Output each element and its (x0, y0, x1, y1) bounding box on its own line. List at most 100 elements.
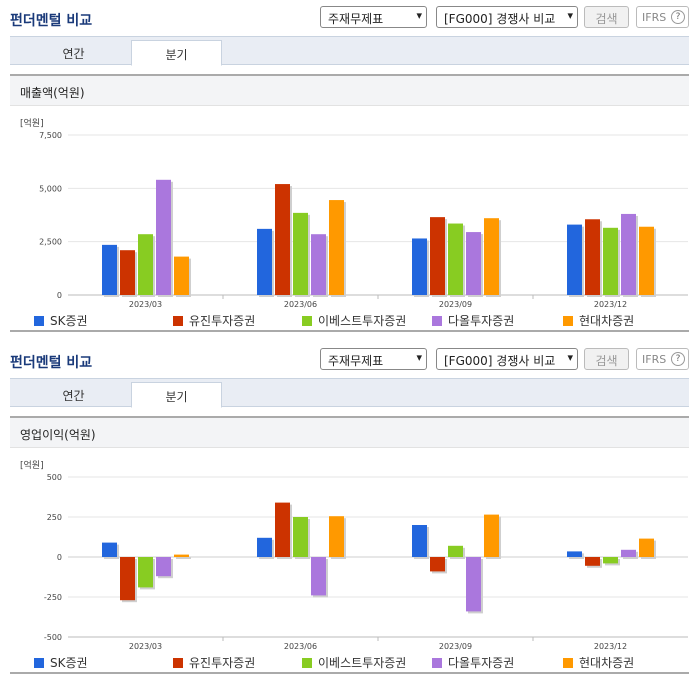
ifrs-help-button[interactable]: IFRS ? (636, 348, 689, 370)
legend-item[interactable]: 현대차증권 (563, 654, 634, 671)
bar (585, 219, 600, 295)
statement-select-value: 주재무제표 (328, 12, 384, 26)
panel-title: 펀더멘털 비교 (10, 355, 93, 371)
chart-title: 매출액(억원) (10, 76, 689, 106)
fundamental-panel-operating-profit: 펀더멘털 비교 주재무제표 ▾ [FG000] 경쟁사 비교 ▾ 검색 IFRS… (0, 342, 696, 684)
y-unit-label: [억원] (20, 119, 44, 129)
bar (639, 226, 654, 295)
bar (567, 551, 582, 557)
legend-item[interactable]: 유진투자증권 (173, 654, 255, 671)
x-tick-label: 2023/06 (284, 642, 317, 651)
x-tick-label: 2023/09 (439, 300, 472, 309)
bar (621, 549, 636, 557)
legend-label: 현대차증권 (579, 656, 635, 670)
period-tabs: 연간 분기 (10, 378, 689, 408)
panel-header: 펀더멘털 비교 주재무제표 ▾ [FG000] 경쟁사 비교 ▾ 검색 IFRS… (0, 0, 696, 34)
legend-item[interactable]: 이베스트투자증권 (302, 312, 406, 329)
bar (412, 238, 427, 295)
bar (102, 542, 117, 557)
x-tick-label: 2023/12 (594, 300, 627, 309)
chevron-down-icon: ▾ (567, 351, 573, 364)
legend-label: 유진투자증권 (189, 656, 256, 670)
bar (275, 184, 290, 295)
legend-swatch (432, 658, 442, 668)
compare-select-value: [FG000] 경쟁사 비교 (444, 12, 556, 26)
legend-item[interactable]: 다올투자증권 (432, 312, 514, 329)
bar (257, 537, 272, 557)
legend-label: SK증권 (50, 656, 88, 670)
legend-item[interactable]: 이베스트투자증권 (302, 654, 406, 671)
search-button[interactable]: 검색 (584, 348, 629, 370)
tab-quarterly[interactable]: 분기 (131, 40, 222, 66)
legend-swatch (34, 316, 44, 326)
legend-item[interactable]: SK증권 (34, 312, 88, 329)
bar (603, 227, 618, 295)
legend-swatch (173, 658, 183, 668)
bar (430, 557, 445, 572)
y-unit-label: [억원] (20, 461, 44, 471)
tab-quarterly[interactable]: 분기 (131, 382, 222, 408)
ifrs-label: IFRS (642, 353, 667, 366)
y-tick-label: 500 (47, 473, 62, 482)
bar (120, 557, 135, 601)
operating-profit-bar-chart: -500 -250 0 250 500 2023/03 2023/06 2023/09 2023… (44, 473, 688, 651)
legend-swatch (432, 316, 442, 326)
bar (138, 557, 153, 588)
legend-item[interactable]: 유진투자증권 (173, 312, 255, 329)
bar (120, 250, 135, 295)
bar (329, 516, 344, 557)
x-tick-label: 2023/03 (129, 642, 162, 651)
bar (412, 525, 427, 557)
compare-select-value: [FG000] 경쟁사 비교 (444, 354, 556, 368)
bar (275, 502, 290, 557)
period-tabs: 연간 분기 (10, 36, 689, 66)
chart-title: 영업이익(억원) (10, 418, 689, 448)
statement-select[interactable]: 주재무제표 ▾ (320, 6, 427, 28)
legend-swatch (302, 658, 312, 668)
x-tick-label: 2023/09 (439, 642, 472, 651)
bar (466, 557, 481, 612)
y-tick-label: 0 (57, 553, 62, 562)
help-icon: ? (671, 352, 685, 366)
ifrs-help-button[interactable]: IFRS ? (636, 6, 689, 28)
bar (311, 557, 326, 596)
chart-card: 영업이익(억원) [억원] -500 -250 0 250 500 2023/03 2023… (10, 416, 689, 674)
legend-label: 이베스트투자증권 (318, 656, 407, 670)
bar (466, 232, 481, 295)
legend-item[interactable]: 현대차증권 (563, 312, 634, 329)
bar (484, 218, 499, 295)
legend-swatch (34, 658, 44, 668)
bar (311, 234, 326, 295)
help-icon: ? (671, 10, 685, 24)
bar (621, 213, 636, 295)
legend-item[interactable]: 다올투자증권 (432, 654, 514, 671)
bar (329, 200, 344, 295)
tab-annual[interactable]: 연간 (62, 389, 85, 403)
legend-swatch (563, 658, 573, 668)
legend-label: SK증권 (50, 314, 88, 328)
legend-swatch (563, 316, 573, 326)
legend-label: 다올투자증권 (448, 656, 515, 670)
y-tick-label: 0 (57, 291, 62, 300)
bar (448, 223, 463, 295)
y-tick-label: 250 (47, 513, 62, 522)
compare-select[interactable]: [FG000] 경쟁사 비교 ▾ (436, 6, 578, 28)
bar (174, 554, 189, 557)
bar (293, 517, 308, 557)
chart-legend: SK증권 유진투자증권 이베스트투자증권 다올투자증권 현대차증권 (34, 654, 684, 670)
bar (156, 179, 171, 295)
compare-select[interactable]: [FG000] 경쟁사 비교 ▾ (436, 348, 578, 370)
chart-legend: SK증권 유진투자증권 이베스트투자증권 다올투자증권 현대차증권 (34, 312, 684, 328)
legend-label: 유진투자증권 (189, 314, 256, 328)
tab-annual[interactable]: 연간 (62, 47, 85, 61)
legend-item[interactable]: SK증권 (34, 654, 88, 671)
bar (448, 545, 463, 557)
panel-header: 펀더멘털 비교 주재무제표 ▾ [FG000] 경쟁사 비교 ▾ 검색 IFRS… (0, 342, 696, 376)
bar (585, 557, 600, 566)
bar (639, 538, 654, 557)
ifrs-label: IFRS (642, 11, 667, 24)
statement-select[interactable]: 주재무제표 ▾ (320, 348, 427, 370)
legend-label: 다올투자증권 (448, 314, 515, 328)
bar (156, 557, 171, 577)
search-button[interactable]: 검색 (584, 6, 629, 28)
